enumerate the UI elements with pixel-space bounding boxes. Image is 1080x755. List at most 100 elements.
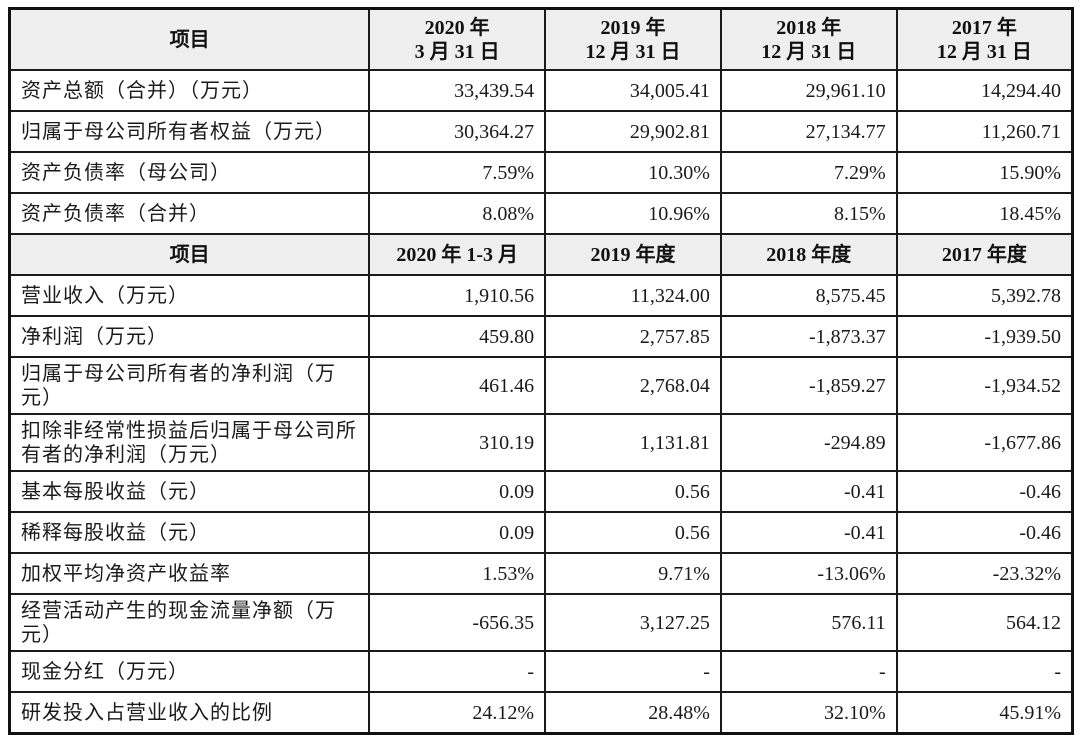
cell-value: 14,294.40	[895, 69, 1074, 112]
header-item: 项目	[8, 7, 371, 71]
cell-value: 8,575.45	[719, 274, 898, 317]
cell-value: 29,902.81	[544, 110, 722, 153]
cell-value: -1,934.52	[895, 356, 1074, 415]
cell-value: 1.53%	[368, 552, 547, 595]
header-col-2020-q1: 2020 年 1-3 月	[368, 233, 547, 276]
cell-value: 0.09	[368, 470, 547, 513]
row-label: 研发投入占营业收入的比例	[8, 691, 371, 735]
row-label: 稀释每股收益（元）	[8, 511, 371, 554]
cell-value: -1,859.27	[719, 356, 898, 415]
header-col-2019: 2019 年度	[544, 233, 722, 276]
header-col-2019-12-31: 2019 年 12 月 31 日	[544, 7, 722, 71]
table-row: 资产负债率（合并） 8.08% 10.96% 8.15% 18.45%	[8, 192, 1074, 235]
header-line1: 2019 年	[600, 16, 666, 39]
cell-value: 11,260.71	[895, 110, 1074, 153]
cell-value: -294.89	[719, 413, 898, 472]
cell-value: 1,910.56	[368, 274, 547, 317]
cell-value: 0.56	[544, 470, 722, 513]
table-row: 归属于母公司所有者权益（万元） 30,364.27 29,902.81 27,1…	[8, 110, 1074, 153]
row-label: 资产负债率（母公司）	[8, 151, 371, 194]
table-row: 扣除非经常性损益后归属于母公司所有者的净利润（万元） 310.19 1,131.…	[8, 413, 1074, 472]
cell-value: 564.12	[895, 593, 1074, 652]
table-row: 现金分红（万元） - - - -	[8, 650, 1074, 693]
cell-value: -0.41	[719, 511, 898, 554]
row-label: 净利润（万元）	[8, 315, 371, 358]
cell-value: 2,768.04	[544, 356, 722, 415]
income-header-row: 项目 2020 年 1-3 月 2019 年度 2018 年度 2017 年度	[8, 233, 1074, 276]
cell-value: 30,364.27	[368, 110, 547, 153]
cell-value: 7.59%	[368, 151, 547, 194]
header-col-2018-12-31: 2018 年 12 月 31 日	[719, 7, 898, 71]
cell-value: -1,873.37	[719, 315, 898, 358]
cell-value: -1,939.50	[895, 315, 1074, 358]
cell-value: 310.19	[368, 413, 547, 472]
cell-value: 10.96%	[544, 192, 722, 235]
cell-value: 5,392.78	[895, 274, 1074, 317]
cell-value: 9.71%	[544, 552, 722, 595]
header-line2: 12 月 31 日	[585, 40, 681, 63]
cell-value: 0.56	[544, 511, 722, 554]
row-label: 归属于母公司所有者的净利润（万元）	[8, 356, 371, 415]
row-label: 资产负债率（合并）	[8, 192, 371, 235]
cell-value: 459.80	[368, 315, 547, 358]
cell-value: -	[719, 650, 898, 693]
cell-value: 24.12%	[368, 691, 547, 735]
cell-value: 27,134.77	[719, 110, 898, 153]
cell-value: -0.41	[719, 470, 898, 513]
cell-value: 461.46	[368, 356, 547, 415]
header-col-2017-12-31: 2017 年 12 月 31 日	[895, 7, 1074, 71]
row-label: 经营活动产生的现金流量净额（万元）	[8, 593, 371, 652]
cell-value: 29,961.10	[719, 69, 898, 112]
table-row: 基本每股收益（元） 0.09 0.56 -0.41 -0.46	[8, 470, 1074, 513]
cell-value: -1,677.86	[895, 413, 1074, 472]
cell-value: 8.15%	[719, 192, 898, 235]
cell-value: 0.09	[368, 511, 547, 554]
row-label: 营业收入（万元）	[8, 274, 371, 317]
cell-value: 1,131.81	[544, 413, 722, 472]
cell-value: -	[368, 650, 547, 693]
table-row: 加权平均净资产收益率 1.53% 9.71% -13.06% -23.32%	[8, 552, 1074, 595]
cell-value: 34,005.41	[544, 69, 722, 112]
table-row: 净利润（万元） 459.80 2,757.85 -1,873.37 -1,939…	[8, 315, 1074, 358]
cell-value: 8.08%	[368, 192, 547, 235]
row-label: 加权平均净资产收益率	[8, 552, 371, 595]
row-label: 现金分红（万元）	[8, 650, 371, 693]
header-line1: 2020 年	[424, 16, 490, 39]
table-row: 归属于母公司所有者的净利润（万元） 461.46 2,768.04 -1,859…	[8, 356, 1074, 415]
table-row: 研发投入占营业收入的比例 24.12% 28.48% 32.10% 45.91%	[8, 691, 1074, 735]
row-label: 归属于母公司所有者权益（万元）	[8, 110, 371, 153]
table-row: 资产负债率（母公司） 7.59% 10.30% 7.29% 15.90%	[8, 151, 1074, 194]
header-line2: 12 月 31 日	[936, 40, 1032, 63]
cell-value: -13.06%	[719, 552, 898, 595]
cell-value: 11,324.00	[544, 274, 722, 317]
cell-value: -656.35	[368, 593, 547, 652]
header-col-2018: 2018 年度	[719, 233, 898, 276]
cell-value: 3,127.25	[544, 593, 722, 652]
row-label: 基本每股收益（元）	[8, 470, 371, 513]
header-line2: 12 月 31 日	[761, 40, 857, 63]
cell-value: 18.45%	[895, 192, 1074, 235]
cell-value: 45.91%	[895, 691, 1074, 735]
header-line1: 2017 年	[951, 16, 1017, 39]
header-line1: 2018 年	[776, 16, 842, 39]
cell-value: -	[895, 650, 1074, 693]
cell-value: -	[544, 650, 722, 693]
table-row: 营业收入（万元） 1,910.56 11,324.00 8,575.45 5,3…	[8, 274, 1074, 317]
cell-value: 7.29%	[719, 151, 898, 194]
cell-value: -0.46	[895, 470, 1074, 513]
row-label: 资产总额（合并）（万元）	[8, 69, 371, 112]
cell-value: -0.46	[895, 511, 1074, 554]
cell-value: 32.10%	[719, 691, 898, 735]
table-row: 稀释每股收益（元） 0.09 0.56 -0.41 -0.46	[8, 511, 1074, 554]
cell-value: 15.90%	[895, 151, 1074, 194]
row-label: 扣除非经常性损益后归属于母公司所有者的净利润（万元）	[8, 413, 371, 472]
table-row: 经营活动产生的现金流量净额（万元） -656.35 3,127.25 576.1…	[8, 593, 1074, 652]
table-row: 资产总额（合并）（万元） 33,439.54 34,005.41 29,961.…	[8, 69, 1074, 112]
cell-value: 576.11	[719, 593, 898, 652]
cell-value: -23.32%	[895, 552, 1074, 595]
cell-value: 28.48%	[544, 691, 722, 735]
header-col-2017: 2017 年度	[895, 233, 1074, 276]
